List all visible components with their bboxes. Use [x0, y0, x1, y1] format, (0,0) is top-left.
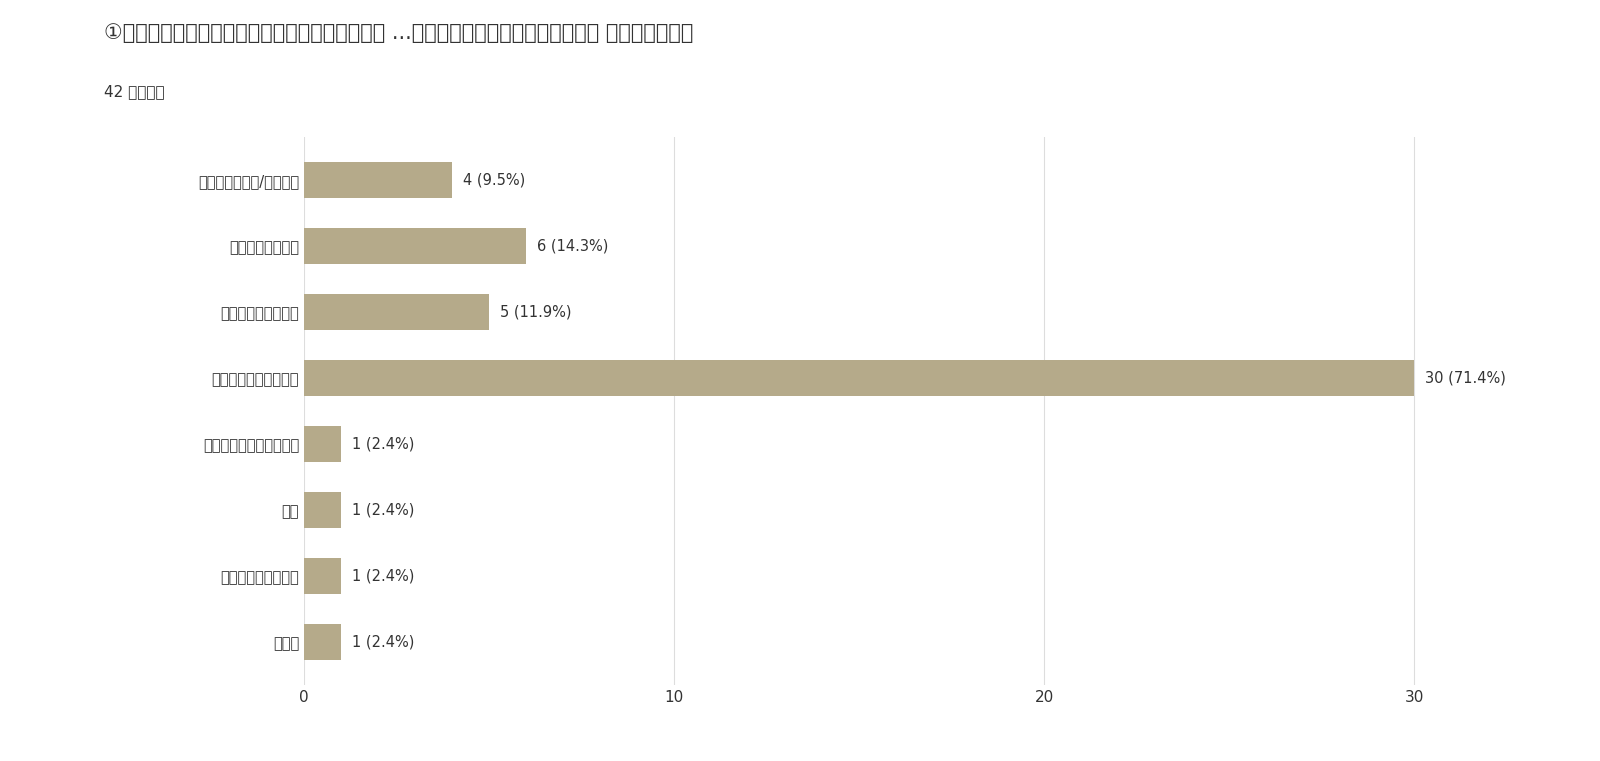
Text: 4 (9.5%): 4 (9.5%)	[462, 173, 525, 187]
Text: 1 (2.4%): 1 (2.4%)	[352, 568, 414, 584]
Bar	[304, 228, 526, 264]
Text: 6 (14.3%): 6 (14.3%)	[538, 238, 608, 253]
Bar	[304, 360, 1414, 396]
Bar	[304, 624, 341, 660]
Bar	[304, 294, 490, 330]
Bar	[304, 492, 341, 528]
Bar	[304, 558, 341, 594]
Text: 1 (2.4%): 1 (2.4%)	[352, 436, 414, 451]
Bar	[304, 426, 341, 462]
Text: 1 (2.4%): 1 (2.4%)	[352, 635, 414, 649]
Text: ①血管の拡張と放熱に関係する更年期のお悩み、 ...状などは下記の中にありますか？ （複数選択可）: ①血管の拡張と放熱に関係する更年期のお悩み、 ...状などは下記の中にありますか…	[104, 23, 693, 43]
Bar	[304, 162, 453, 198]
Text: 1 (2.4%): 1 (2.4%)	[352, 502, 414, 517]
Text: 42 件の回答: 42 件の回答	[104, 84, 165, 99]
Text: 30 (71.4%): 30 (71.4%)	[1426, 371, 1506, 386]
Text: 5 (11.9%): 5 (11.9%)	[501, 304, 571, 320]
